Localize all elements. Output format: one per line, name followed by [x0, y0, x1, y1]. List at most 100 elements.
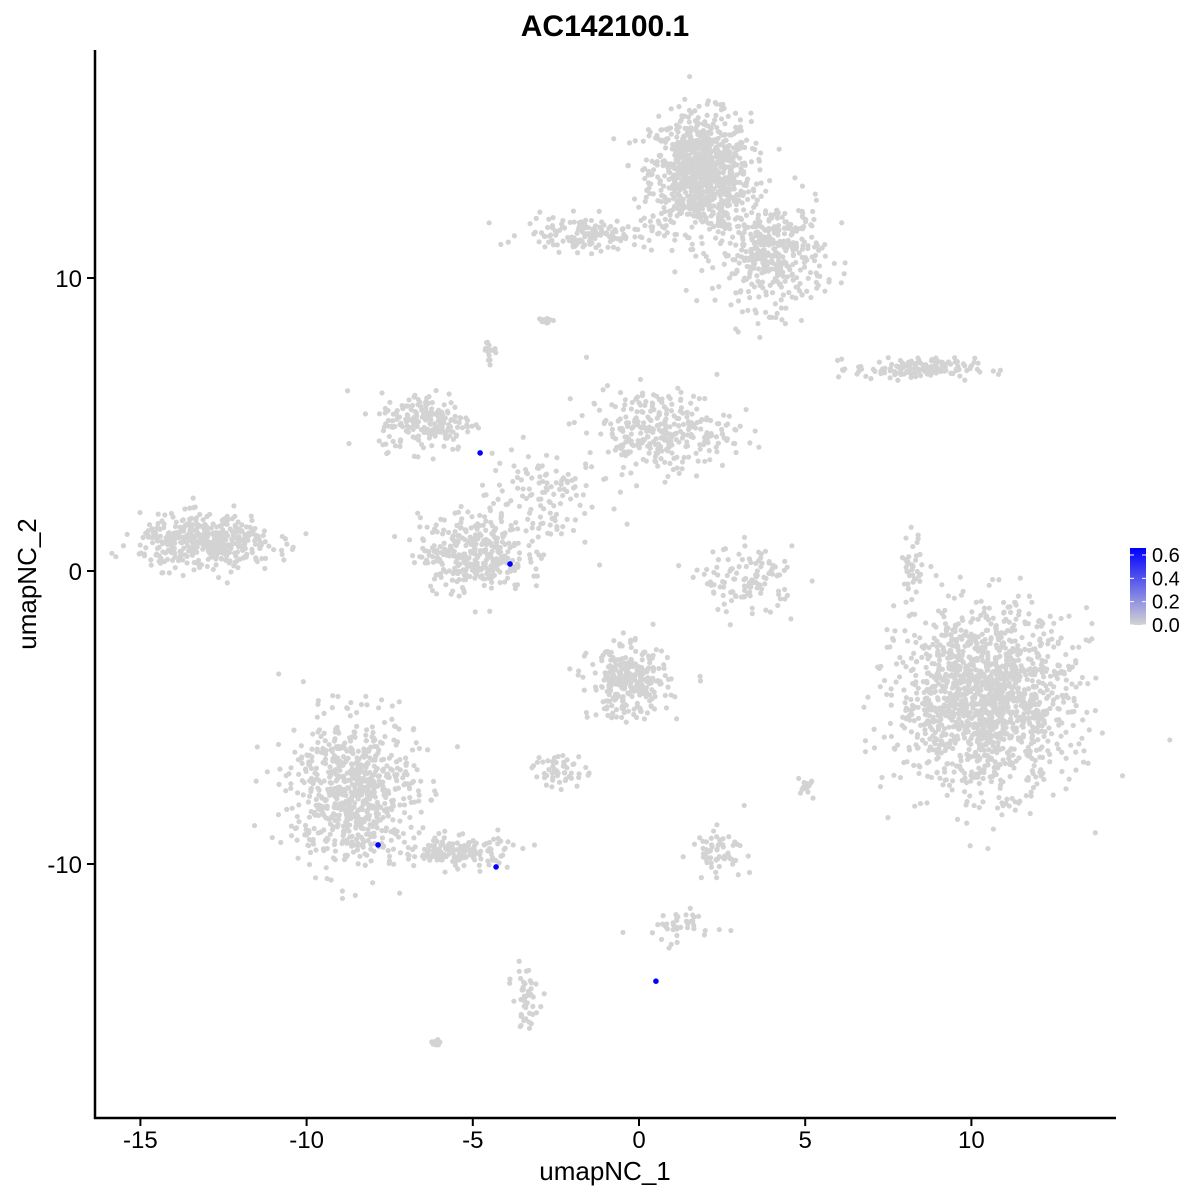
cell-point — [1054, 694, 1060, 700]
cell-point — [805, 243, 811, 249]
cell-point — [881, 677, 888, 684]
cell-point — [630, 424, 636, 430]
cell-point — [801, 259, 807, 265]
cell-point — [651, 706, 658, 712]
cell-point — [762, 581, 768, 587]
cell-point — [762, 211, 769, 217]
cell-point — [1030, 632, 1036, 638]
cell-point — [677, 193, 683, 199]
cell-point — [469, 423, 475, 429]
cell-point — [715, 205, 721, 211]
cell-point — [916, 770, 922, 777]
cell-point — [756, 444, 762, 450]
cell-point — [695, 207, 701, 213]
points-layer — [109, 73, 1173, 1048]
cell-point — [752, 307, 758, 313]
cell-point — [566, 421, 572, 427]
cell-point — [699, 417, 705, 423]
cell-point — [728, 302, 734, 308]
cell-point — [754, 197, 760, 203]
cell-point — [413, 410, 419, 416]
cell-point — [960, 361, 967, 367]
cell-point — [551, 491, 557, 497]
cell-point — [191, 567, 197, 573]
cell-point — [681, 133, 687, 139]
cell-point — [954, 690, 960, 696]
cell-point — [949, 685, 956, 691]
cell-point — [962, 377, 968, 383]
cell-point — [412, 421, 418, 428]
cell-point — [1015, 671, 1022, 677]
cell-point — [968, 687, 974, 693]
cell-point — [584, 714, 590, 720]
cell-point — [726, 186, 732, 192]
cell-point — [710, 186, 716, 192]
cell-point — [489, 523, 495, 529]
cell-point — [988, 755, 994, 761]
cell-point — [632, 672, 638, 678]
cell-point — [715, 229, 721, 235]
cell-point — [655, 441, 662, 447]
cell-point — [648, 408, 654, 414]
cell-point — [736, 551, 742, 557]
cell-point — [519, 493, 526, 499]
cell-point — [507, 568, 513, 574]
cell-point — [648, 677, 655, 683]
cell-point — [783, 305, 789, 311]
cell-point — [655, 463, 661, 469]
cell-point — [734, 268, 740, 275]
cell-point — [952, 355, 958, 361]
cell-point — [684, 409, 690, 416]
cell-point — [685, 160, 691, 166]
cell-point — [692, 219, 698, 225]
cell-point — [525, 454, 531, 460]
cell-point — [976, 780, 982, 787]
cell-point — [620, 464, 627, 471]
cell-point — [713, 235, 719, 241]
cell-point — [415, 396, 421, 403]
cell-point — [554, 242, 560, 248]
cell-point — [900, 659, 906, 665]
cell-point — [733, 201, 739, 208]
cell-point — [432, 424, 438, 430]
cell-point — [924, 370, 930, 377]
cell-point — [714, 564, 720, 570]
cell-point — [644, 710, 651, 716]
cell-point — [993, 681, 999, 687]
cell-point — [674, 465, 680, 471]
cell-point — [660, 183, 667, 189]
cell-point — [919, 366, 926, 372]
cell-point — [1002, 760, 1009, 767]
cell-point — [774, 310, 780, 316]
cell-point — [489, 450, 495, 456]
cell-point — [702, 197, 708, 203]
cell-point — [1083, 605, 1090, 611]
cell-point — [570, 208, 577, 214]
cell-point — [515, 526, 521, 532]
cell-point — [186, 520, 192, 526]
cell-point — [834, 357, 841, 364]
cell-point — [721, 132, 727, 138]
cell-point — [570, 527, 577, 534]
cell-point — [610, 710, 616, 716]
cell-point — [813, 279, 819, 286]
cell-point — [1046, 725, 1052, 731]
cell-point — [714, 371, 720, 378]
cell-point — [682, 96, 688, 102]
cell-point — [707, 457, 713, 463]
cell-point — [646, 424, 652, 430]
cell-point — [534, 573, 540, 579]
cell-point — [704, 112, 710, 118]
cell-point — [647, 441, 653, 447]
cell-point — [262, 539, 268, 545]
cell-point — [666, 197, 672, 203]
cell-point — [538, 496, 544, 502]
cell-point — [219, 522, 225, 528]
cell-point — [788, 221, 794, 228]
cell-point — [686, 119, 692, 125]
cell-point — [712, 117, 718, 123]
cell-point — [1006, 619, 1012, 625]
cell-point — [612, 404, 618, 410]
cell-point — [690, 198, 696, 204]
cell-point — [916, 359, 922, 365]
